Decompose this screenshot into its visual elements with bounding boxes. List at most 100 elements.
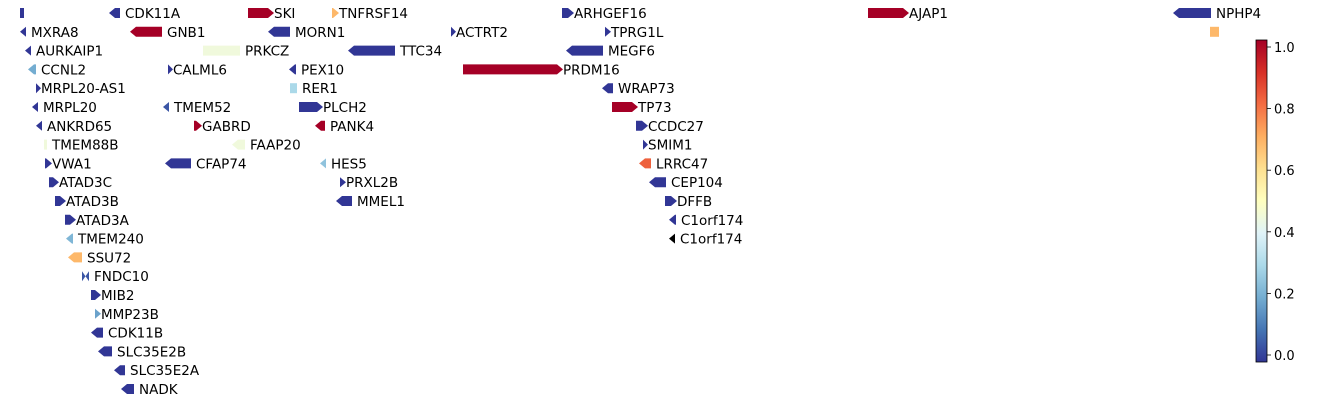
gene-arrow-ski: [248, 8, 274, 18]
gene-label: ANKRD65: [47, 119, 112, 135]
gene-arrow-mib2: [91, 290, 101, 300]
gene-label: SMIM1: [648, 138, 692, 154]
colorbar-tick-label: 0.6: [1274, 164, 1295, 179]
gene-label: MMEL1: [357, 194, 405, 210]
gene-arrow-plch2: [299, 102, 323, 112]
gene-label: PANK4: [330, 119, 374, 135]
gene-arrow-hes5: [320, 158, 326, 169]
gene-label: CEP104: [671, 175, 723, 191]
gene-arrow-cdk11a: [109, 8, 120, 18]
gene-label: CCNL2: [41, 62, 86, 78]
gene-label: FNDC10: [94, 269, 149, 285]
gene-label: MIB2: [101, 288, 134, 304]
gene-arrow-tmem52: [163, 102, 169, 112]
gene-label: WRAP73: [618, 81, 675, 97]
gene-label: AURKAIP1: [36, 44, 103, 60]
gene-arrow-prdm16: [463, 64, 563, 75]
gene-arrow-pex10: [289, 64, 296, 75]
gene-arrow-atad3c: [49, 177, 59, 188]
gene-label: CDK11B: [108, 326, 163, 342]
gene-label: VWA1: [52, 156, 92, 172]
gene-arrow-cep104: [649, 177, 666, 188]
gene-arrow-atad3a: [65, 214, 76, 225]
gene-arrow-cdk11b: [91, 327, 103, 338]
gene-arrow-pank4: [315, 120, 325, 131]
gene-label: ARHGEF16: [574, 6, 647, 22]
gene-label: PRKCZ: [245, 44, 289, 60]
gene-arrow-tmem88b: [44, 139, 47, 150]
gene-label: GABRD: [202, 119, 251, 135]
gene-label: MORN1: [295, 25, 345, 41]
gene-arrow-ajap1: [868, 8, 909, 18]
gene-arrow-c1orf174: [669, 233, 675, 244]
colorbar-gradient: [1255, 39, 1268, 363]
gene-arrow-prkcz: [203, 45, 240, 56]
gene-label: PEX10: [301, 62, 344, 78]
gene-arrow-nphp4: [1173, 8, 1211, 18]
gene-label: CALML6: [173, 62, 227, 78]
gene-label: MRPL20: [43, 100, 97, 116]
gene-arrow-slc35e2a: [114, 365, 125, 376]
gene-label: PRXL2B: [346, 175, 398, 191]
gene-arrow: [1210, 26, 1219, 37]
gene-arrow-ccnl2: [28, 64, 36, 75]
gene-arrow-calml6: [168, 64, 173, 75]
colorbar-tick-label: 0.8: [1274, 103, 1295, 118]
gene-arrow-mrpl20: [32, 102, 38, 112]
gene-label: NPHP4: [1216, 6, 1261, 22]
gene-arrow-vwa1: [45, 158, 52, 169]
gene-arrow-ankrd65: [36, 120, 42, 131]
gene-label: PLCH2: [323, 100, 367, 116]
gene-label: MMP23B: [101, 307, 159, 323]
colorbar-tick-label: 0.2: [1274, 287, 1295, 302]
gene-label: RER1: [302, 81, 338, 97]
gene-arrow-ssu72: [68, 252, 82, 263]
gene-arrow-wrap73: [602, 83, 613, 94]
gene-arrow-lrrc47: [639, 158, 651, 169]
gene-arrow-prxl2b: [340, 177, 346, 188]
gene-arrow-ccdc27: [636, 120, 648, 131]
gene-arrow-cfap74: [165, 158, 191, 169]
colorbar-tick-label: 0.0: [1274, 349, 1295, 364]
gene-label: TNFRSF14: [338, 6, 408, 22]
gene-label: SLC35E2A: [130, 363, 200, 379]
gene-arrow-aurkaip1: [25, 45, 31, 56]
gene-label: CCDC27: [648, 119, 704, 135]
gene-label: ATAD3A: [76, 213, 130, 229]
gene-arrow-tmem240: [66, 233, 73, 244]
gene-arrow-actrt2: [451, 26, 456, 37]
gene-label: HES5: [331, 156, 367, 172]
colorbar-ticks: 0.0 0.2 0.4 0.6 0.8 1.0: [1267, 41, 1295, 364]
gene-label: TMEM240: [77, 232, 144, 248]
gene-label: MXRA8: [31, 25, 79, 41]
gene-arrow-gabrd: [194, 120, 202, 131]
gene-label: TMEM52: [173, 100, 231, 116]
gene-arrow-atad3b: [55, 196, 66, 206]
gene-label: FAAP20: [250, 138, 301, 154]
gene-label: CFAP74: [196, 156, 247, 172]
gene-label: CDK11A: [125, 6, 181, 22]
gene-arrow-ttc34: [348, 45, 395, 56]
gene-label: ATAD3C: [59, 175, 112, 191]
gene-label: ATAD3B: [66, 194, 119, 210]
gene-label: PRDM16: [563, 62, 620, 78]
gene-arrow-slc35e2b: [98, 346, 112, 357]
gene-label: SKI: [274, 6, 295, 22]
gene-label: TPRG1L: [610, 25, 664, 41]
gene-label: SLC35E2B: [117, 344, 186, 360]
gene-arrow-megf6: [566, 45, 603, 56]
gene-arrow-dffb: [665, 196, 677, 206]
gene-label: MEGF6: [608, 44, 655, 60]
colorbar-tick-label: 0.4: [1274, 226, 1295, 241]
gene-arrow-rer1: [290, 83, 297, 94]
gene-arrow-mmp23b: [95, 308, 101, 319]
gene-label: NADK: [139, 382, 179, 398]
gene-arrow-tnfrsf14: [332, 8, 339, 18]
gene-label: C1orf174: [681, 213, 743, 229]
gene-arrow-tp73: [612, 102, 638, 112]
gene-arrow: [20, 8, 24, 18]
gene-label: AJAP1: [909, 6, 948, 22]
gene-arrow-nadk: [121, 384, 134, 394]
gene-label: DFFB: [677, 194, 712, 210]
